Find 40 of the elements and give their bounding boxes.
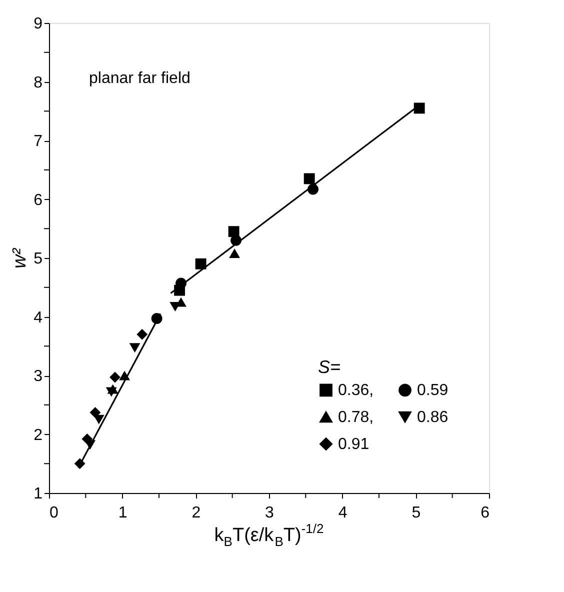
legend-label: 0.78, — [338, 409, 374, 426]
point — [107, 384, 118, 394]
y-tick-label: 3 — [34, 368, 43, 385]
y-tick-label: 7 — [34, 133, 43, 150]
point — [74, 458, 86, 470]
annotation: planar far field — [89, 70, 190, 87]
point — [308, 184, 318, 195]
y-tick-label: 6 — [34, 192, 43, 209]
y-axis-title: w² — [10, 248, 31, 269]
y-tick-label: 9 — [34, 16, 43, 32]
point — [136, 328, 148, 340]
legend-label: 0.86 — [417, 409, 448, 426]
point — [229, 248, 240, 258]
point — [129, 343, 140, 353]
y-tick-label: 4 — [34, 309, 43, 326]
x-tick-label: 1 — [118, 504, 128, 522]
legend-label: 0.59 — [417, 382, 448, 400]
legend-title: S= — [318, 357, 341, 377]
x-tick-label: 2 — [192, 504, 201, 522]
y-tick-label: 8 — [34, 74, 43, 92]
point — [84, 440, 96, 450]
x-tick-label: 6 — [480, 504, 490, 522]
x-tick-label: 5 — [412, 504, 421, 522]
point — [151, 313, 162, 324]
point — [195, 258, 206, 270]
point — [414, 102, 425, 114]
y-tick-label: 2 — [34, 426, 43, 444]
point — [174, 284, 186, 296]
point — [119, 370, 130, 380]
point — [93, 414, 104, 424]
y-tick-label: 1 — [34, 486, 43, 502]
legend-label: 0.36, — [338, 382, 374, 400]
x-tick-label: 0 — [50, 504, 58, 522]
point — [228, 226, 240, 238]
point — [304, 173, 315, 184]
legend-label: 0.91 — [338, 436, 370, 453]
x-tick-label: 3 — [265, 504, 274, 522]
x-tick-label: 4 — [338, 504, 348, 522]
y-tick-label: 5 — [34, 250, 43, 268]
point — [110, 372, 120, 383]
